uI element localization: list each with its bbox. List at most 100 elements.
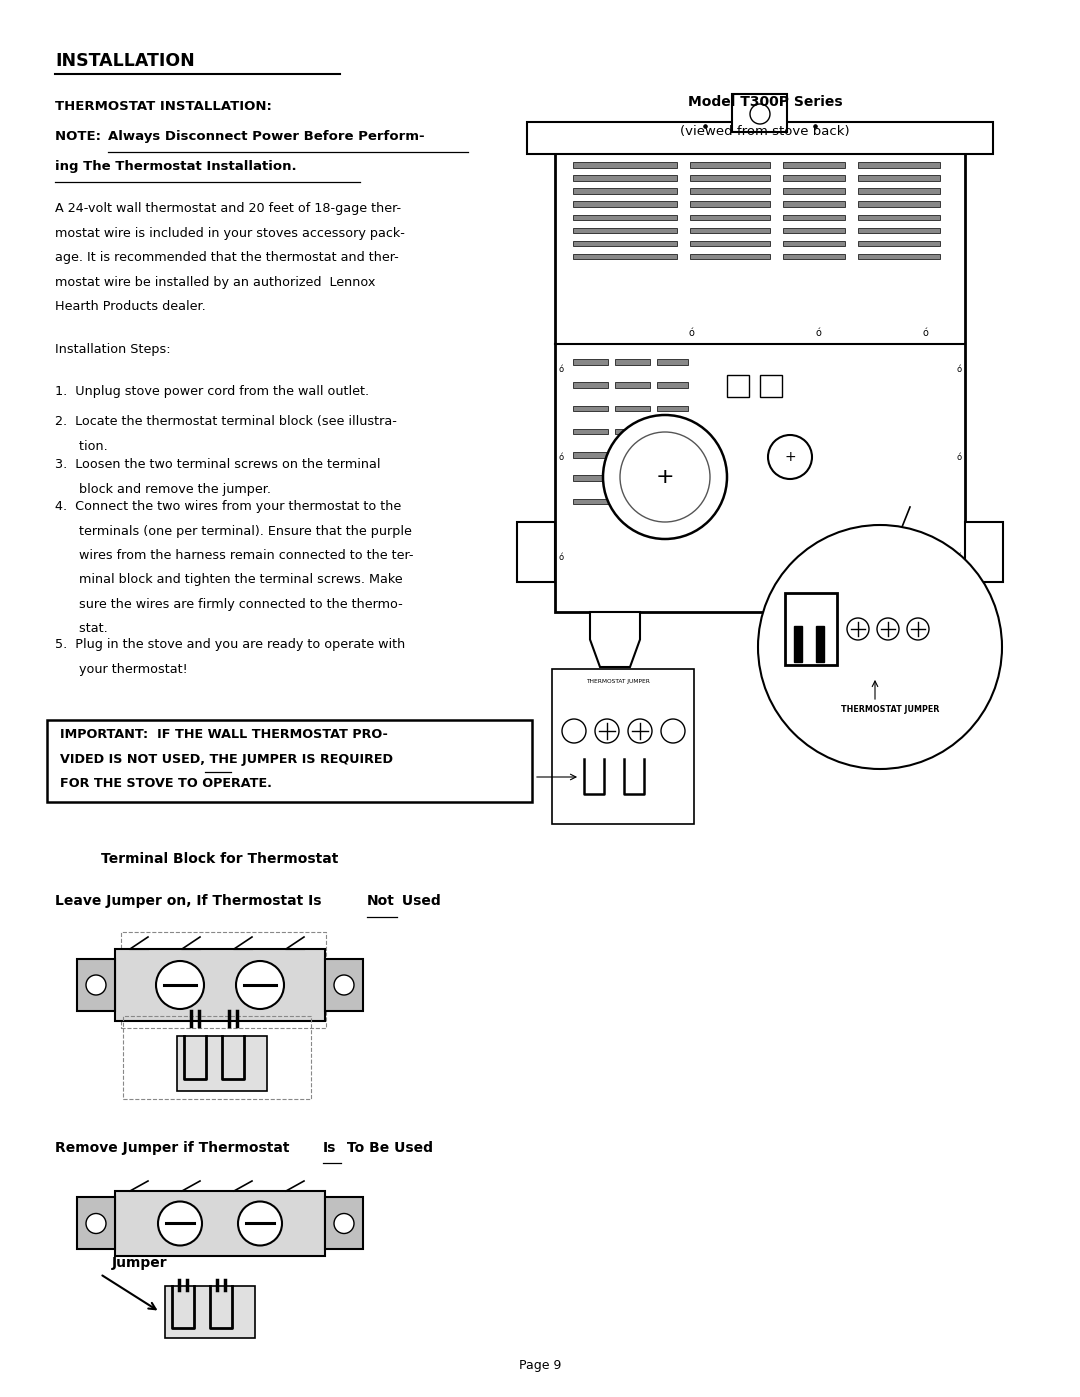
Bar [527,122,993,154]
Circle shape [238,1201,282,1246]
Bar [552,669,694,824]
Circle shape [627,719,652,743]
Circle shape [768,434,812,479]
Bar [783,162,845,168]
Text: stat.: stat. [55,623,108,636]
Circle shape [156,961,204,1009]
Bar [573,254,677,260]
Bar [858,215,940,219]
Bar [858,201,940,207]
Bar [690,254,770,260]
Text: mostat wire be installed by an authorized  Lennox: mostat wire be installed by an authorize… [55,275,376,289]
Bar [858,254,940,260]
Polygon shape [880,612,930,666]
Text: Terminal Block for Thermostat: Terminal Block for Thermostat [102,852,339,866]
Bar [114,1192,325,1256]
Text: sure the wires are firmly connected to the thermo-: sure the wires are firmly connected to t… [55,598,403,610]
Bar [615,429,650,434]
Bar [858,240,940,246]
Bar [573,175,677,180]
Bar [690,175,770,180]
Bar [573,429,608,434]
Text: mostat wire is included in your stoves accessory pack-: mostat wire is included in your stoves a… [55,226,405,239]
Bar [816,626,824,662]
Bar [165,1287,255,1338]
Bar [657,405,688,411]
Text: ó: ó [957,365,961,373]
Text: Not: Not [367,894,395,908]
Text: terminals (one per terminal). Ensure that the purple: terminals (one per terminal). Ensure tha… [55,524,411,538]
Bar [760,374,782,397]
Text: minal block and tighten the terminal screws. Make: minal block and tighten the terminal scr… [55,574,403,587]
Text: your thermostat!: your thermostat! [55,662,188,676]
Text: Hearth Products dealer.: Hearth Products dealer. [55,300,206,313]
Text: ing The Thermostat Installation.: ing The Thermostat Installation. [55,161,297,173]
Text: tion.: tion. [55,440,108,453]
Bar [783,175,845,180]
Text: THERMOSTAT JUMPER: THERMOSTAT JUMPER [841,704,940,714]
Text: 1.  Unplug stove power cord from the wall outlet.: 1. Unplug stove power cord from the wall… [55,386,369,398]
Text: To Be Used: To Be Used [342,1141,433,1155]
Bar [573,228,677,233]
Bar [573,405,608,411]
Text: +: + [784,450,796,464]
Text: ó: ó [957,552,961,562]
Bar [657,453,688,458]
Text: +: + [656,467,674,488]
Text: INSTALLATION: INSTALLATION [55,52,194,70]
Text: (viewed from stove back): (viewed from stove back) [680,124,850,138]
Bar [121,932,326,1028]
Bar [114,949,325,1021]
Circle shape [877,617,899,640]
Circle shape [237,961,284,1009]
Bar [690,162,770,168]
Circle shape [595,719,619,743]
Text: ó: ó [957,453,961,461]
Text: Leave Jumper on, If Thermostat Is: Leave Jumper on, If Thermostat Is [55,894,326,908]
Bar [690,215,770,219]
Circle shape [334,1214,354,1234]
Text: ó: ó [558,365,564,373]
Circle shape [334,975,354,995]
Text: block and remove the jumper.: block and remove the jumper. [55,482,271,496]
Bar [783,254,845,260]
Text: IMPORTANT:  IF THE WALL THERMOSTAT PRO-: IMPORTANT: IF THE WALL THERMOSTAT PRO- [60,728,388,740]
Text: 5.  Plug in the stove and you are ready to operate with: 5. Plug in the stove and you are ready t… [55,638,405,651]
Bar [48,719,532,802]
Bar [858,189,940,194]
Bar [690,240,770,246]
Text: ó: ó [558,453,564,461]
Text: Model T300P Series: Model T300P Series [688,95,842,109]
Bar [615,499,650,504]
Bar [657,383,688,388]
Bar [573,499,608,504]
Text: wires from the harness remain connected to the ter-: wires from the harness remain connected … [55,549,414,562]
Circle shape [758,525,1002,768]
Text: 4.  Connect the two wires from your thermostat to the: 4. Connect the two wires from your therm… [55,500,402,513]
Text: A 24-volt wall thermostat and 20 feet of 18-gage ther-: A 24-volt wall thermostat and 20 feet of… [55,203,401,215]
Bar [615,405,650,411]
Text: Is: Is [323,1141,336,1155]
Bar [615,475,650,481]
Text: VIDED IS NOT USED, THE JUMPER IS REQUIRED: VIDED IS NOT USED, THE JUMPER IS REQUIRE… [60,753,393,766]
Bar [690,228,770,233]
Text: 3.  Loosen the two terminal screws on the terminal: 3. Loosen the two terminal screws on the… [55,458,380,471]
Bar [690,189,770,194]
Bar [657,429,688,434]
Bar [77,1197,114,1249]
Bar [573,201,677,207]
Text: Always Disconnect Power Before Perform-: Always Disconnect Power Before Perform- [108,130,424,142]
Text: ó: ó [558,552,564,562]
Bar [573,453,608,458]
Text: Remove Jumper if Thermostat: Remove Jumper if Thermostat [55,1141,295,1155]
Bar [615,453,650,458]
Bar [794,626,802,662]
Bar [727,374,750,397]
Text: NOTE:: NOTE: [55,130,110,142]
Bar [325,1197,363,1249]
Circle shape [847,617,869,640]
Bar [690,201,770,207]
Text: FOR THE STOVE TO OPERATE.: FOR THE STOVE TO OPERATE. [60,777,272,789]
Bar [77,958,114,1011]
Text: ó: ó [922,328,928,338]
